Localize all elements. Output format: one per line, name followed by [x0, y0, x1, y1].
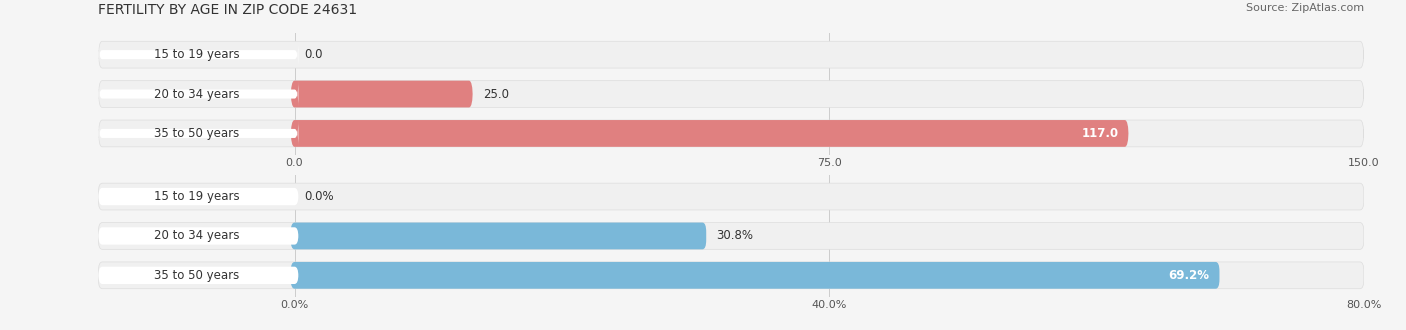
Text: 25.0: 25.0 [482, 87, 509, 101]
FancyBboxPatch shape [291, 81, 472, 108]
FancyBboxPatch shape [291, 262, 1219, 289]
FancyBboxPatch shape [98, 81, 298, 107]
Text: 20 to 34 years: 20 to 34 years [153, 229, 239, 243]
FancyBboxPatch shape [98, 120, 1364, 147]
FancyBboxPatch shape [98, 81, 1364, 108]
FancyBboxPatch shape [291, 120, 1129, 147]
Text: 69.2%: 69.2% [1168, 269, 1209, 282]
FancyBboxPatch shape [98, 222, 1364, 249]
FancyBboxPatch shape [98, 41, 1364, 68]
Text: 15 to 19 years: 15 to 19 years [153, 190, 239, 203]
FancyBboxPatch shape [98, 120, 298, 147]
FancyBboxPatch shape [291, 222, 706, 249]
FancyBboxPatch shape [98, 42, 298, 68]
Text: 20 to 34 years: 20 to 34 years [153, 87, 239, 101]
Text: 0.0: 0.0 [305, 48, 323, 61]
FancyBboxPatch shape [98, 183, 1364, 210]
Text: 35 to 50 years: 35 to 50 years [153, 127, 239, 140]
Text: Source: ZipAtlas.com: Source: ZipAtlas.com [1246, 3, 1364, 13]
Text: 30.8%: 30.8% [716, 229, 754, 243]
Text: FERTILITY BY AGE IN ZIP CODE 24631: FERTILITY BY AGE IN ZIP CODE 24631 [98, 3, 357, 17]
Text: 0.0%: 0.0% [305, 190, 335, 203]
Text: 117.0: 117.0 [1081, 127, 1118, 140]
FancyBboxPatch shape [98, 188, 298, 205]
FancyBboxPatch shape [98, 262, 1364, 289]
FancyBboxPatch shape [98, 267, 298, 284]
Text: 15 to 19 years: 15 to 19 years [153, 48, 239, 61]
Text: 35 to 50 years: 35 to 50 years [153, 269, 239, 282]
FancyBboxPatch shape [98, 227, 298, 245]
